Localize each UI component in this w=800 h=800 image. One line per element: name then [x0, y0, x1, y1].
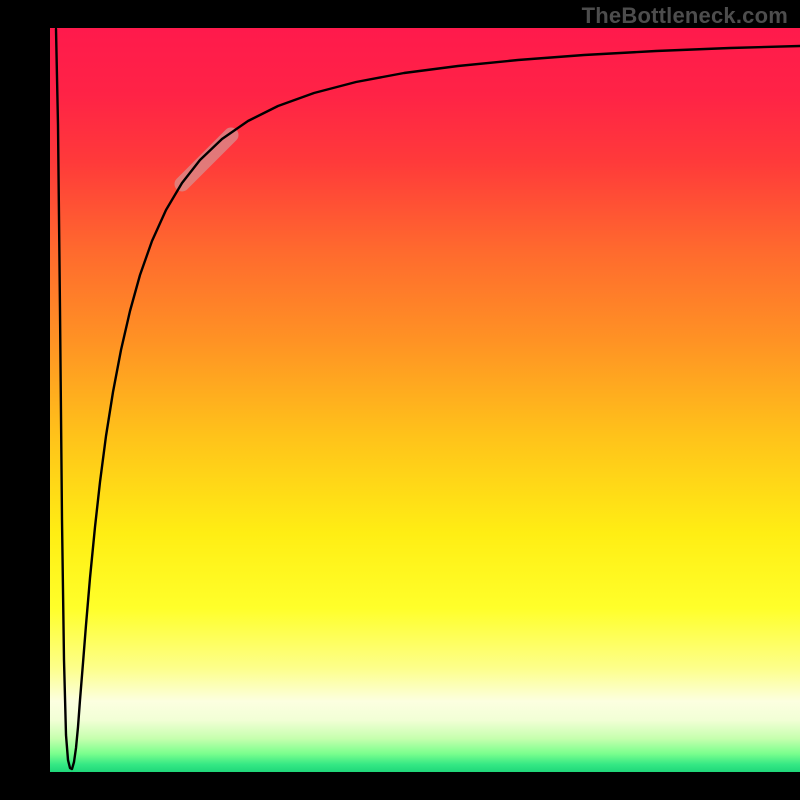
- attribution-text: TheBottleneck.com: [582, 3, 788, 29]
- chart-container: { "attribution": { "text": "TheBottlenec…: [0, 0, 800, 800]
- bottleneck-chart: [0, 0, 800, 800]
- plot-area: [50, 28, 800, 772]
